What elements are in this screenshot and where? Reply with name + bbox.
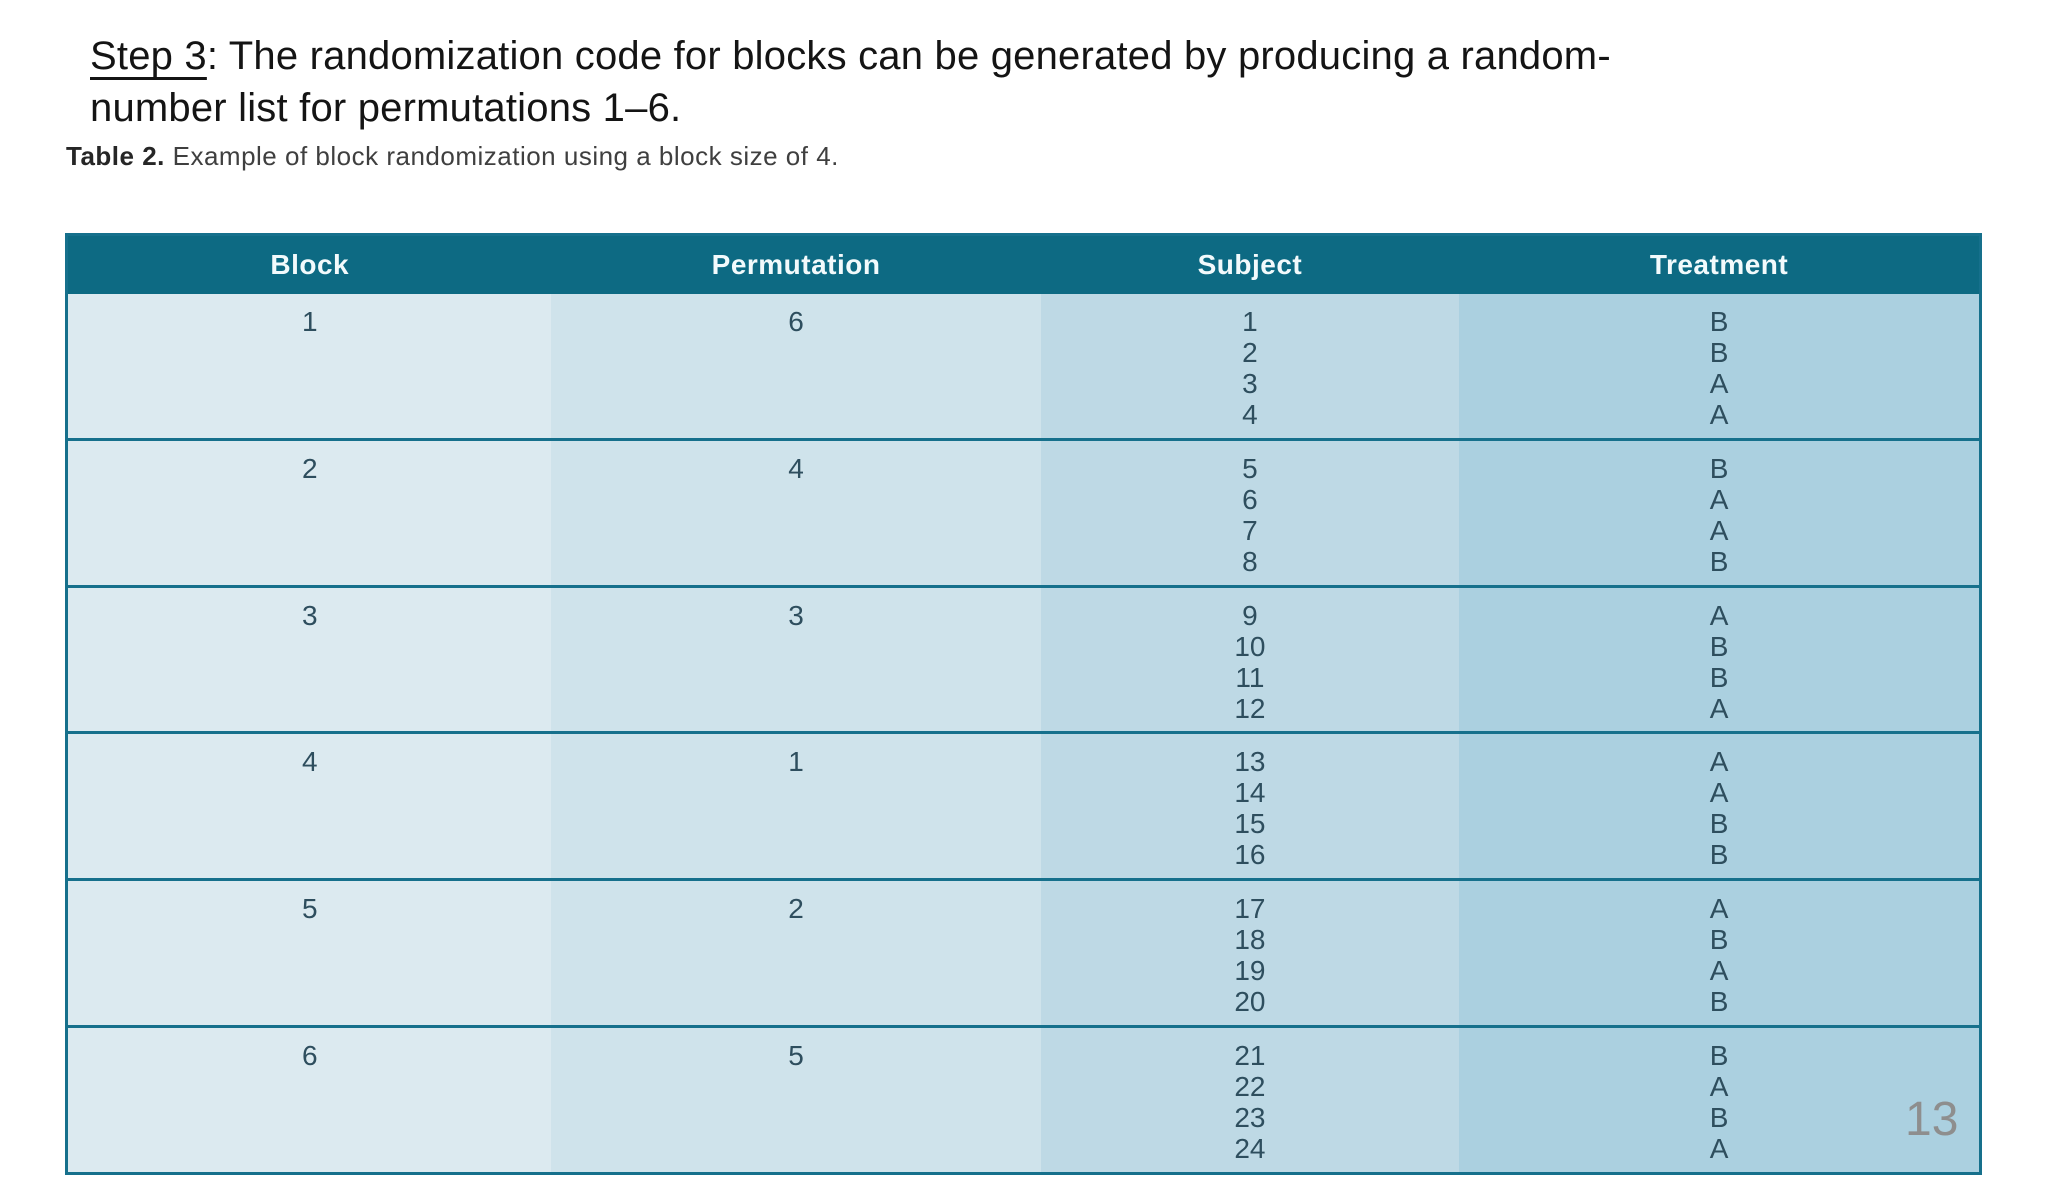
treatment-value: A — [1709, 777, 1729, 809]
subject-cell: 13 14 15 16 — [1040, 734, 1460, 879]
subject-value: 6 — [1242, 483, 1258, 515]
subject-cell: 5 6 7 8 — [1040, 440, 1460, 585]
subject-value: 11 — [1235, 661, 1265, 693]
treatment-value: A — [1709, 514, 1729, 546]
column-header-permutation: Permutation — [711, 249, 881, 280]
treatment-value: B — [1709, 452, 1729, 484]
treatment-value: A — [1709, 399, 1729, 430]
treatment-value: B — [1709, 1102, 1729, 1134]
subject-value: 2 — [1242, 337, 1258, 368]
treatment-value: B — [1709, 337, 1729, 368]
subject-value: 24 — [1234, 1133, 1266, 1165]
table-header-row: Block Permutation Subject Treatment — [68, 236, 1979, 294]
treatment-cell: B A B A — [1459, 1028, 1979, 1172]
treatment-cell: A B B A — [1459, 587, 1979, 732]
subject-value: 21 — [1234, 1040, 1266, 1072]
subject-cell: 9 10 11 12 — [1040, 587, 1460, 732]
subject-value: 23 — [1234, 1102, 1266, 1134]
treatment-cell: A B A B — [1459, 881, 1979, 1026]
randomization-table: Block Permutation Subject Treatment 1 6 … — [65, 233, 1982, 1175]
treatment-value: A — [1709, 483, 1729, 515]
permutation-cell: 5 — [551, 1028, 1041, 1172]
slide-title: Step 3: The randomization code for block… — [90, 30, 1990, 134]
slide-title-line2: number list for permutations 1–6. — [90, 86, 682, 130]
column-header-subject: Subject — [1197, 249, 1303, 280]
block-cell: 3 — [68, 587, 552, 732]
subject-cell: 1 2 3 4 — [1040, 294, 1460, 438]
treatment-cell: A A B B — [1459, 734, 1979, 879]
treatment-value: B — [1709, 545, 1729, 577]
treatment-value: B — [1709, 1040, 1729, 1072]
block-cell: 6 — [68, 1028, 552, 1172]
subject-value: 7 — [1242, 514, 1258, 546]
treatment-value: A — [1709, 599, 1729, 631]
subject-value: 14 — [1234, 777, 1266, 809]
treatment-value: A — [1709, 368, 1729, 399]
subject-value: 18 — [1234, 924, 1266, 956]
permutation-cell: 3 — [551, 587, 1041, 732]
subject-value: 9 — [1242, 599, 1258, 631]
treatment-value: B — [1709, 306, 1729, 337]
subject-cell: 21 22 23 24 — [1040, 1028, 1460, 1172]
table-caption-text: Example of block randomization using a b… — [164, 141, 839, 171]
subject-value: 1 — [1242, 306, 1258, 337]
subject-value: 20 — [1234, 986, 1266, 1018]
table-caption-label: Table 2. — [66, 141, 165, 171]
treatment-value: A — [1709, 893, 1729, 925]
block-cell: 2 — [68, 440, 552, 585]
subject-value: 5 — [1242, 452, 1258, 484]
treatment-value: A — [1709, 1071, 1729, 1103]
subject-value: 16 — [1234, 839, 1266, 871]
table-row: 3 3 9 10 11 12 A B B A — [68, 584, 1979, 732]
treatment-value: A — [1709, 746, 1729, 778]
treatment-value: B — [1709, 808, 1729, 840]
slide-title-line1-rest: : The randomization code for blocks can … — [206, 34, 1611, 78]
table-row: 6 5 21 22 23 24 B A B A — [68, 1025, 1979, 1172]
treatment-value: B — [1709, 630, 1729, 662]
table-caption: Table 2. Example of block randomization … — [66, 141, 839, 172]
treatment-value: A — [1709, 1133, 1729, 1165]
treatment-cell: B B A A — [1459, 294, 1979, 438]
permutation-cell: 1 — [551, 734, 1041, 879]
subject-value: 13 — [1234, 746, 1266, 778]
treatment-cell: B A A B — [1459, 440, 1979, 585]
subject-cell: 17 18 19 20 — [1040, 881, 1460, 1026]
permutation-cell: 6 — [551, 294, 1041, 438]
treatment-value: A — [1709, 955, 1729, 987]
subject-value: 22 — [1234, 1071, 1266, 1103]
table-row: 5 2 17 18 19 20 A B A B — [68, 878, 1979, 1026]
subject-value: 19 — [1234, 955, 1266, 987]
subject-value: 10 — [1234, 630, 1266, 662]
block-cell: 1 — [68, 294, 552, 438]
page-number: 13 — [1905, 1093, 1959, 1146]
subject-value: 17 — [1234, 893, 1266, 925]
subject-value: 8 — [1242, 545, 1258, 577]
block-cell: 4 — [68, 734, 552, 879]
subject-value: 15 — [1234, 808, 1266, 840]
treatment-value: B — [1709, 986, 1729, 1018]
subject-value: 4 — [1242, 399, 1258, 430]
block-cell: 5 — [68, 881, 552, 1026]
permutation-cell: 2 — [551, 881, 1041, 1026]
column-header-block: Block — [270, 249, 350, 280]
subject-value: 3 — [1242, 368, 1258, 399]
step-label: Step 3 — [90, 34, 207, 78]
slide-title-line1: Step 3: The randomization code for block… — [90, 30, 1990, 82]
column-header-treatment: Treatment — [1649, 249, 1789, 280]
table-body: 1 6 1 2 3 4 B B A A 2 4 5 — [68, 294, 1979, 1172]
treatment-value: B — [1709, 924, 1729, 956]
treatment-value: B — [1709, 839, 1729, 871]
permutation-cell: 4 — [551, 440, 1041, 585]
treatment-value: A — [1709, 692, 1729, 724]
treatment-value: B — [1709, 661, 1729, 693]
table-row: 1 6 1 2 3 4 B B A A — [68, 294, 1979, 438]
subject-value: 12 — [1234, 692, 1266, 724]
table-row: 2 4 5 6 7 8 B A A B — [68, 437, 1979, 585]
table-row: 4 1 13 14 15 16 A A B B — [68, 731, 1979, 879]
